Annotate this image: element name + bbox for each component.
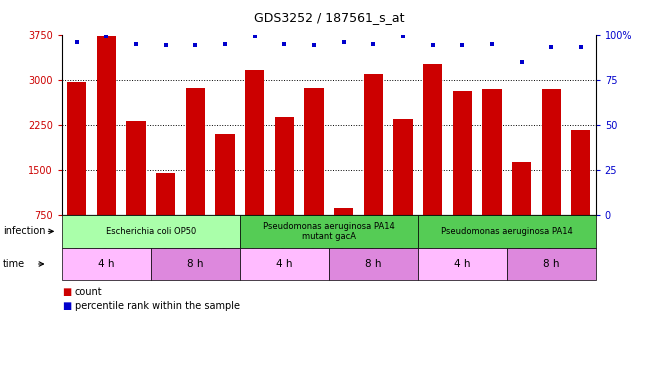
- Bar: [482, 89, 501, 215]
- Point: [368, 41, 378, 47]
- Point: [309, 42, 319, 48]
- Bar: [423, 64, 442, 215]
- Point: [546, 44, 557, 50]
- Text: time: time: [3, 259, 25, 269]
- Bar: [393, 119, 413, 215]
- Bar: [512, 162, 531, 215]
- Point: [427, 42, 437, 48]
- Point: [575, 44, 586, 50]
- Text: Escherichia coli OP50: Escherichia coli OP50: [105, 227, 196, 236]
- Text: infection: infection: [3, 226, 46, 237]
- Bar: [97, 36, 116, 215]
- Bar: [186, 88, 205, 215]
- Point: [131, 41, 141, 47]
- Text: Pseudomonas aeruginosa PA14
mutant gacA: Pseudomonas aeruginosa PA14 mutant gacA: [263, 222, 395, 241]
- Point: [457, 42, 467, 48]
- Bar: [126, 121, 146, 215]
- Text: GDS3252 / 187561_s_at: GDS3252 / 187561_s_at: [253, 12, 404, 25]
- Bar: [364, 74, 383, 215]
- Bar: [275, 117, 294, 215]
- Point: [101, 33, 111, 40]
- Point: [279, 41, 290, 47]
- Text: 4 h: 4 h: [98, 259, 115, 269]
- Bar: [542, 89, 561, 215]
- Text: 8 h: 8 h: [365, 259, 381, 269]
- Point: [190, 42, 201, 48]
- Text: count: count: [75, 287, 102, 298]
- Bar: [304, 88, 324, 215]
- Bar: [334, 208, 353, 215]
- Text: Pseudomonas aeruginosa PA14: Pseudomonas aeruginosa PA14: [441, 227, 573, 236]
- Point: [339, 39, 349, 45]
- Text: 4 h: 4 h: [454, 259, 471, 269]
- Text: 8 h: 8 h: [543, 259, 559, 269]
- Text: percentile rank within the sample: percentile rank within the sample: [75, 301, 240, 311]
- Point: [220, 41, 230, 47]
- Point: [487, 41, 497, 47]
- Point: [72, 39, 82, 45]
- Bar: [452, 91, 472, 215]
- Bar: [215, 134, 234, 215]
- Point: [160, 42, 171, 48]
- Text: ■: ■: [62, 287, 71, 298]
- Point: [516, 59, 527, 65]
- Text: 8 h: 8 h: [187, 259, 204, 269]
- Bar: [67, 82, 87, 215]
- Bar: [245, 70, 264, 215]
- Point: [398, 33, 408, 40]
- Point: [249, 33, 260, 40]
- Bar: [571, 130, 590, 215]
- Text: 4 h: 4 h: [276, 259, 292, 269]
- Bar: [156, 173, 175, 215]
- Text: ■: ■: [62, 301, 71, 311]
